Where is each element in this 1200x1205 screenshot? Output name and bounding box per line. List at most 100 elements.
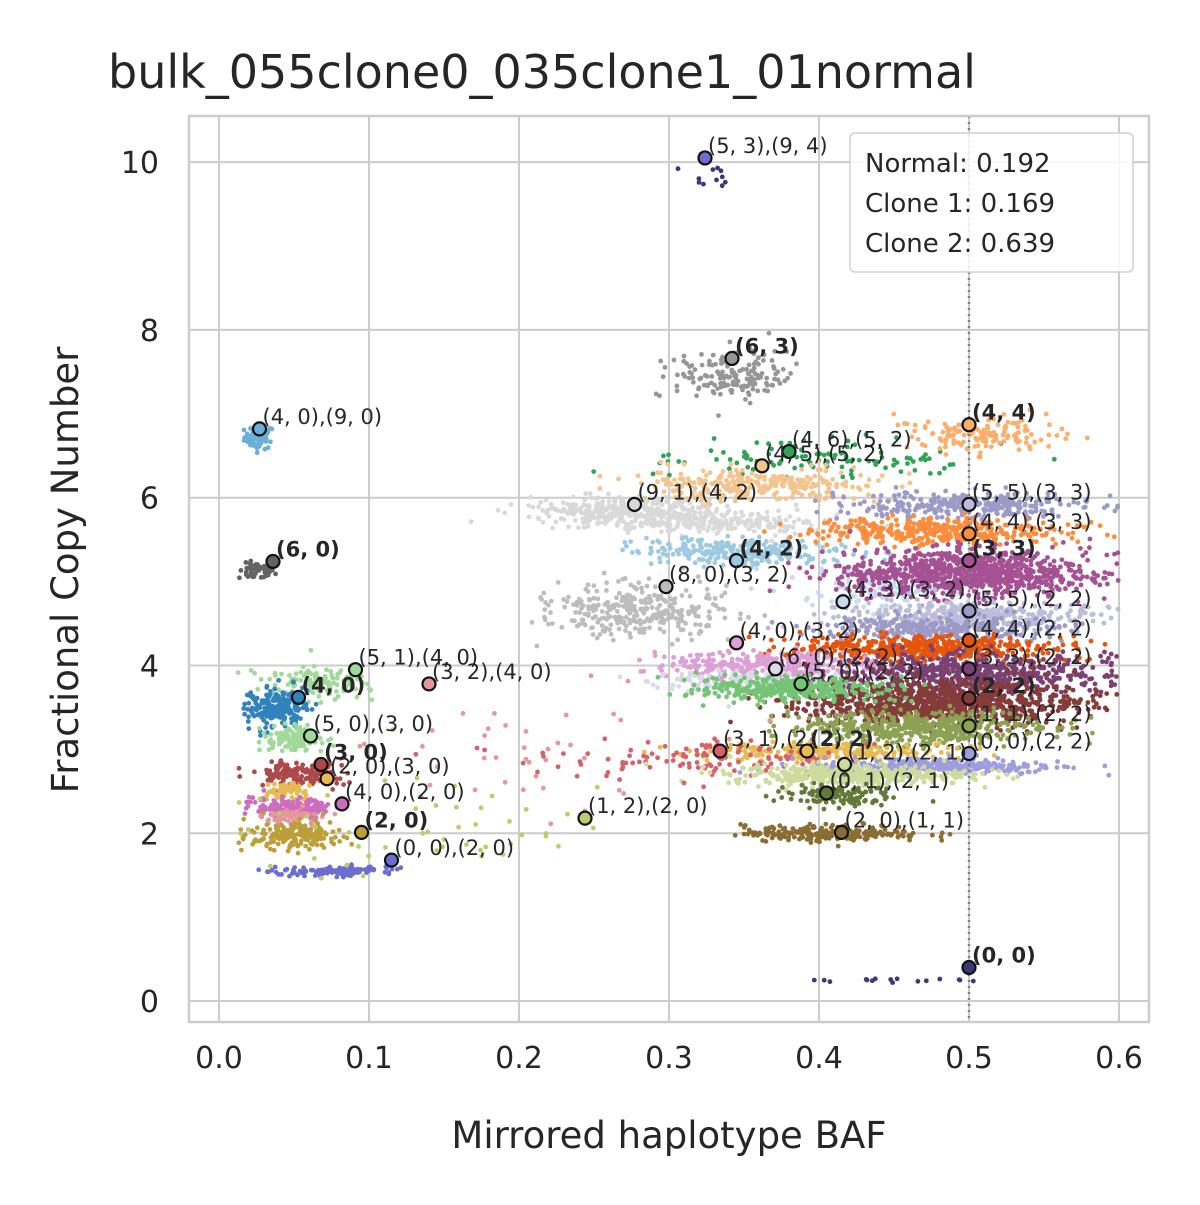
data-point [952,569,957,574]
data-point [319,868,324,873]
data-point [566,524,571,529]
data-point [244,572,249,577]
data-point [275,825,280,830]
data-point [809,485,814,490]
data-point [761,358,766,363]
data-point [846,511,851,516]
data-point [973,436,978,441]
data-point [794,502,799,507]
data-point [604,617,609,622]
data-point [1114,561,1119,566]
data-point [670,642,675,647]
data-point [883,546,888,551]
data-point [781,367,786,372]
data-point [740,468,745,473]
data-point [699,629,704,634]
data-point [658,460,663,465]
data-point [628,608,633,613]
data-point [666,517,671,522]
data-point [910,540,915,545]
data-point [979,432,984,437]
data-point [723,616,728,621]
data-point [1024,440,1029,445]
data-point [1116,578,1121,583]
data-point [543,617,548,622]
data-point [789,495,794,500]
data-point [921,517,926,522]
data-point [962,433,967,438]
data-point [274,764,279,769]
data-point [627,513,632,518]
data-point [836,525,841,530]
data-point [861,563,866,568]
data-point [642,619,647,624]
data-point [697,377,702,382]
data-point [293,821,298,826]
data-point [646,595,651,600]
data-point [548,610,553,615]
data-point [685,553,690,558]
data-point [674,616,679,621]
data-point [701,526,706,531]
data-point [897,492,902,497]
data-point [1063,436,1068,441]
data-point [586,582,591,587]
data-point [834,587,839,592]
data-point [948,503,953,508]
data-point [237,575,242,580]
data-point [709,448,714,453]
data-point [899,469,904,474]
data-point [682,462,687,467]
data-point [762,477,767,482]
data-point [330,787,335,792]
data-point [603,521,608,526]
data-point [698,622,703,627]
data-point [943,422,948,427]
data-point [684,361,689,366]
data-point [318,833,323,838]
data-point [834,516,839,521]
data-point [620,548,625,553]
data-point [854,605,859,610]
data-point [286,788,291,793]
data-point [893,572,898,577]
data-point [946,519,951,524]
data-point [297,817,302,822]
data-point [934,529,939,534]
data-point [259,677,264,682]
data-point [543,600,548,605]
data-point [301,811,306,816]
data-point [301,870,306,875]
data-point [616,512,621,517]
data-point [895,503,900,508]
data-point [911,526,916,531]
data-point [594,607,599,612]
data-point [717,519,722,524]
data-point [246,726,251,731]
data-point [561,597,566,602]
data-point [596,496,601,501]
data-point [913,468,918,473]
data-point [573,610,578,615]
data-point [694,393,699,398]
data-point [939,438,944,443]
data-point [587,598,592,603]
data-point [639,514,644,519]
data-point [748,513,753,518]
data-point [646,520,651,525]
data-point [980,439,985,444]
data-point [914,529,919,534]
data-point [283,831,288,836]
data-point [725,526,730,531]
data-point [1070,536,1075,541]
data-point [287,834,292,839]
data-point [663,548,668,553]
data-point [821,536,826,541]
data-point [891,463,896,468]
data-point [903,567,908,572]
data-point [880,539,885,544]
data-point [326,802,331,807]
data-point [303,748,308,753]
data-point [789,476,794,481]
data-point [295,809,300,814]
